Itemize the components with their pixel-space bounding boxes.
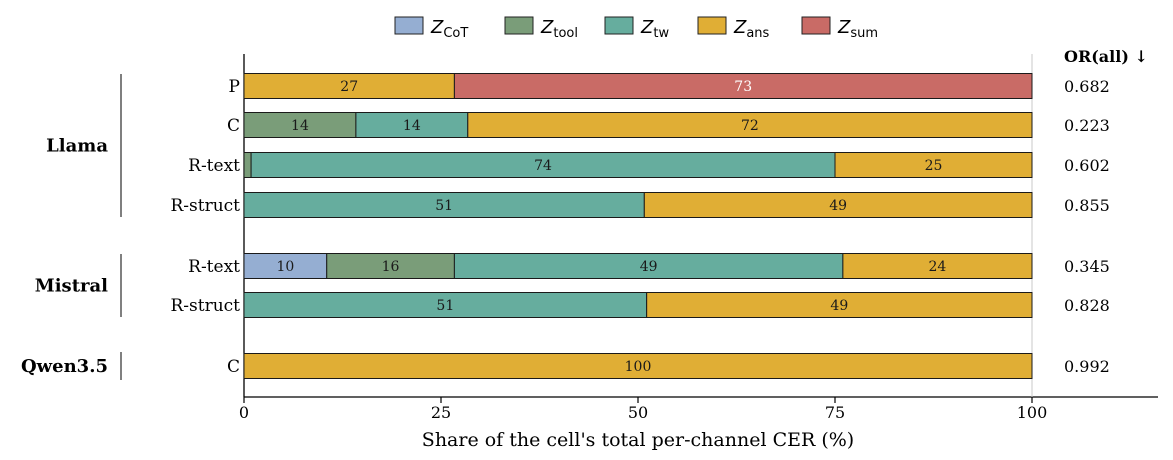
bar-segment-ans	[643, 192, 1033, 218]
legend-symbol: Z	[733, 17, 747, 38]
legend-subscript: CoT	[443, 26, 468, 41]
x-tick-label: 50	[628, 403, 648, 422]
bar-segment-ans	[467, 112, 1033, 138]
row-label: R-struct	[170, 296, 240, 316]
bar-data-label: 51	[436, 298, 454, 314]
bar-segment-ans	[842, 253, 1033, 279]
or-value: 0.828	[1064, 296, 1110, 315]
bar-data-label: 72	[741, 118, 759, 134]
bar-data-label: 49	[829, 198, 847, 214]
legend-entry-ans: Zans	[733, 17, 770, 41]
x-tick-label: 75	[825, 403, 845, 422]
legend-entry-tool: Ztool	[540, 17, 578, 41]
bar-segment-ans	[646, 292, 1033, 318]
group-label: Mistral	[35, 276, 108, 297]
legend-symbol: Z	[540, 17, 554, 38]
or-value: 0.855	[1064, 196, 1110, 215]
row-label: R-text	[188, 156, 240, 176]
legend-entry-cot: ZCoT	[430, 17, 468, 41]
group-label: Qwen3.5	[21, 356, 108, 377]
bar-segment-tool	[243, 152, 252, 178]
bar-segment-ans	[243, 353, 1033, 379]
row-label: C	[227, 357, 240, 377]
bar-data-label: 14	[403, 118, 421, 134]
bar-segment-ans	[834, 152, 1033, 178]
bar-segment-tw	[243, 192, 645, 218]
bar-segment-sum	[453, 73, 1033, 99]
x-tick-label: 100	[1017, 403, 1048, 422]
bar-data-label: 49	[640, 259, 658, 275]
legend-subscript: sum	[850, 26, 878, 41]
legend-swatch-ans	[697, 16, 727, 35]
or-value: 0.223	[1064, 116, 1110, 135]
bar-data-label: 10	[276, 259, 294, 275]
legend-entry-tw: Ztw	[640, 17, 669, 41]
or-column-header: OR(all) ↓	[1064, 47, 1148, 66]
row-label: R-text	[188, 257, 240, 277]
legend-symbol: Z	[640, 17, 654, 38]
or-value: 0.992	[1064, 357, 1110, 376]
bar-data-label: 16	[382, 259, 400, 275]
legend-entry-sum: Zsum	[837, 17, 878, 41]
row-label: C	[227, 116, 240, 136]
bar-segment-cot	[243, 253, 328, 279]
bar-data-label: 100	[625, 359, 652, 375]
legend-swatch-tool	[504, 16, 534, 35]
legend-subscript: tool	[553, 26, 578, 41]
bar-data-label: 73	[734, 79, 752, 95]
row-label: R-struct	[170, 196, 240, 216]
bar-data-label: 27	[340, 79, 358, 95]
or-value: 0.682	[1064, 77, 1110, 96]
bar-data-label: 25	[925, 158, 943, 174]
or-value: 0.602	[1064, 156, 1110, 175]
x-axis-label: Share of the cell's total per-channel CE…	[422, 429, 854, 451]
legend-swatch-tw	[604, 16, 634, 35]
bar-data-label: 51	[435, 198, 453, 214]
legend-symbol: Z	[837, 17, 851, 38]
x-tick-label: 25	[431, 403, 451, 422]
x-tick-label: 0	[239, 403, 249, 422]
legend-symbol: Z	[430, 17, 444, 38]
bar-data-label: 14	[291, 118, 309, 134]
bar-data-label: 74	[534, 158, 552, 174]
bar-segment-ans	[243, 73, 455, 99]
bar-data-label: 49	[830, 298, 848, 314]
bar-segment-tw	[250, 152, 836, 178]
or-value: 0.345	[1064, 257, 1110, 276]
group-label: Llama	[46, 136, 108, 157]
legend-subscript: ans	[746, 26, 769, 41]
legend-subscript: tw	[653, 26, 669, 41]
row-label: P	[229, 77, 240, 97]
bar-data-label: 24	[929, 259, 947, 275]
legend-swatch-sum	[801, 16, 831, 35]
bar-segment-tool	[326, 253, 455, 279]
legend-swatch-cot	[394, 16, 424, 35]
